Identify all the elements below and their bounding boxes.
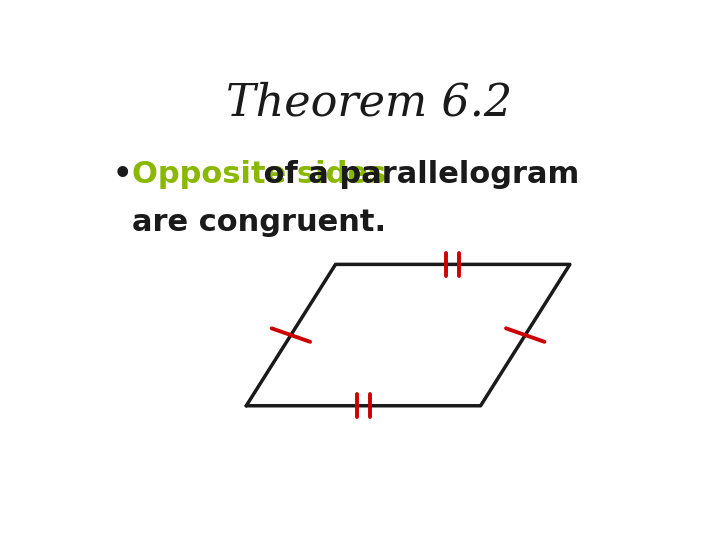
Text: Opposite sides: Opposite sides: [132, 160, 386, 190]
Text: are congruent.: are congruent.: [132, 208, 386, 237]
Text: Theorem 6.2: Theorem 6.2: [226, 82, 512, 125]
Text: of a parallelogram: of a parallelogram: [253, 160, 580, 190]
Text: •: •: [112, 160, 132, 190]
